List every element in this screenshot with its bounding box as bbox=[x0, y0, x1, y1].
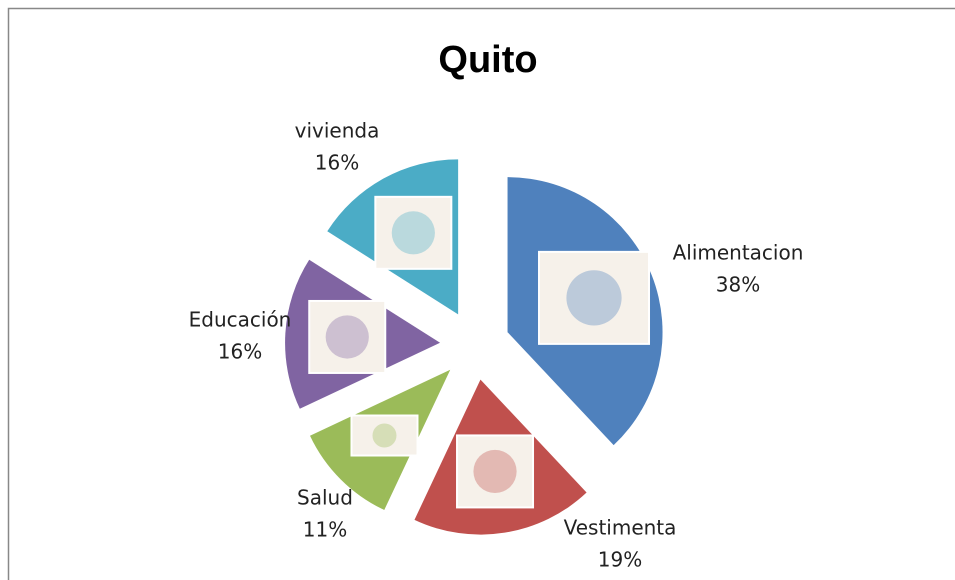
slice-label: vivienda bbox=[295, 119, 380, 143]
slice-value-label: 16% bbox=[315, 151, 359, 175]
slice-picture bbox=[456, 434, 535, 509]
slice-picture bbox=[538, 250, 651, 345]
slice-picture bbox=[308, 299, 387, 374]
slice-picture-detail bbox=[473, 449, 517, 494]
slice-value-label: 16% bbox=[218, 340, 262, 364]
slice-label: Vestimenta bbox=[564, 516, 677, 540]
slice-picture-detail bbox=[391, 211, 435, 255]
slice-label: Salud bbox=[297, 486, 353, 510]
slice-value-label: 19% bbox=[598, 548, 642, 572]
slice-picture-detail bbox=[372, 423, 397, 448]
slice-value-label: 38% bbox=[716, 273, 760, 297]
slice-picture-detail bbox=[325, 315, 369, 359]
slice-value-label: 11% bbox=[303, 518, 347, 542]
slice-picture bbox=[350, 414, 419, 457]
slice-picture bbox=[374, 195, 453, 270]
slice-label: Alimentacion bbox=[673, 241, 804, 265]
slice-label: Educación bbox=[189, 308, 292, 332]
slice-picture-detail bbox=[566, 270, 622, 326]
chart-title: Quito bbox=[438, 39, 537, 81]
